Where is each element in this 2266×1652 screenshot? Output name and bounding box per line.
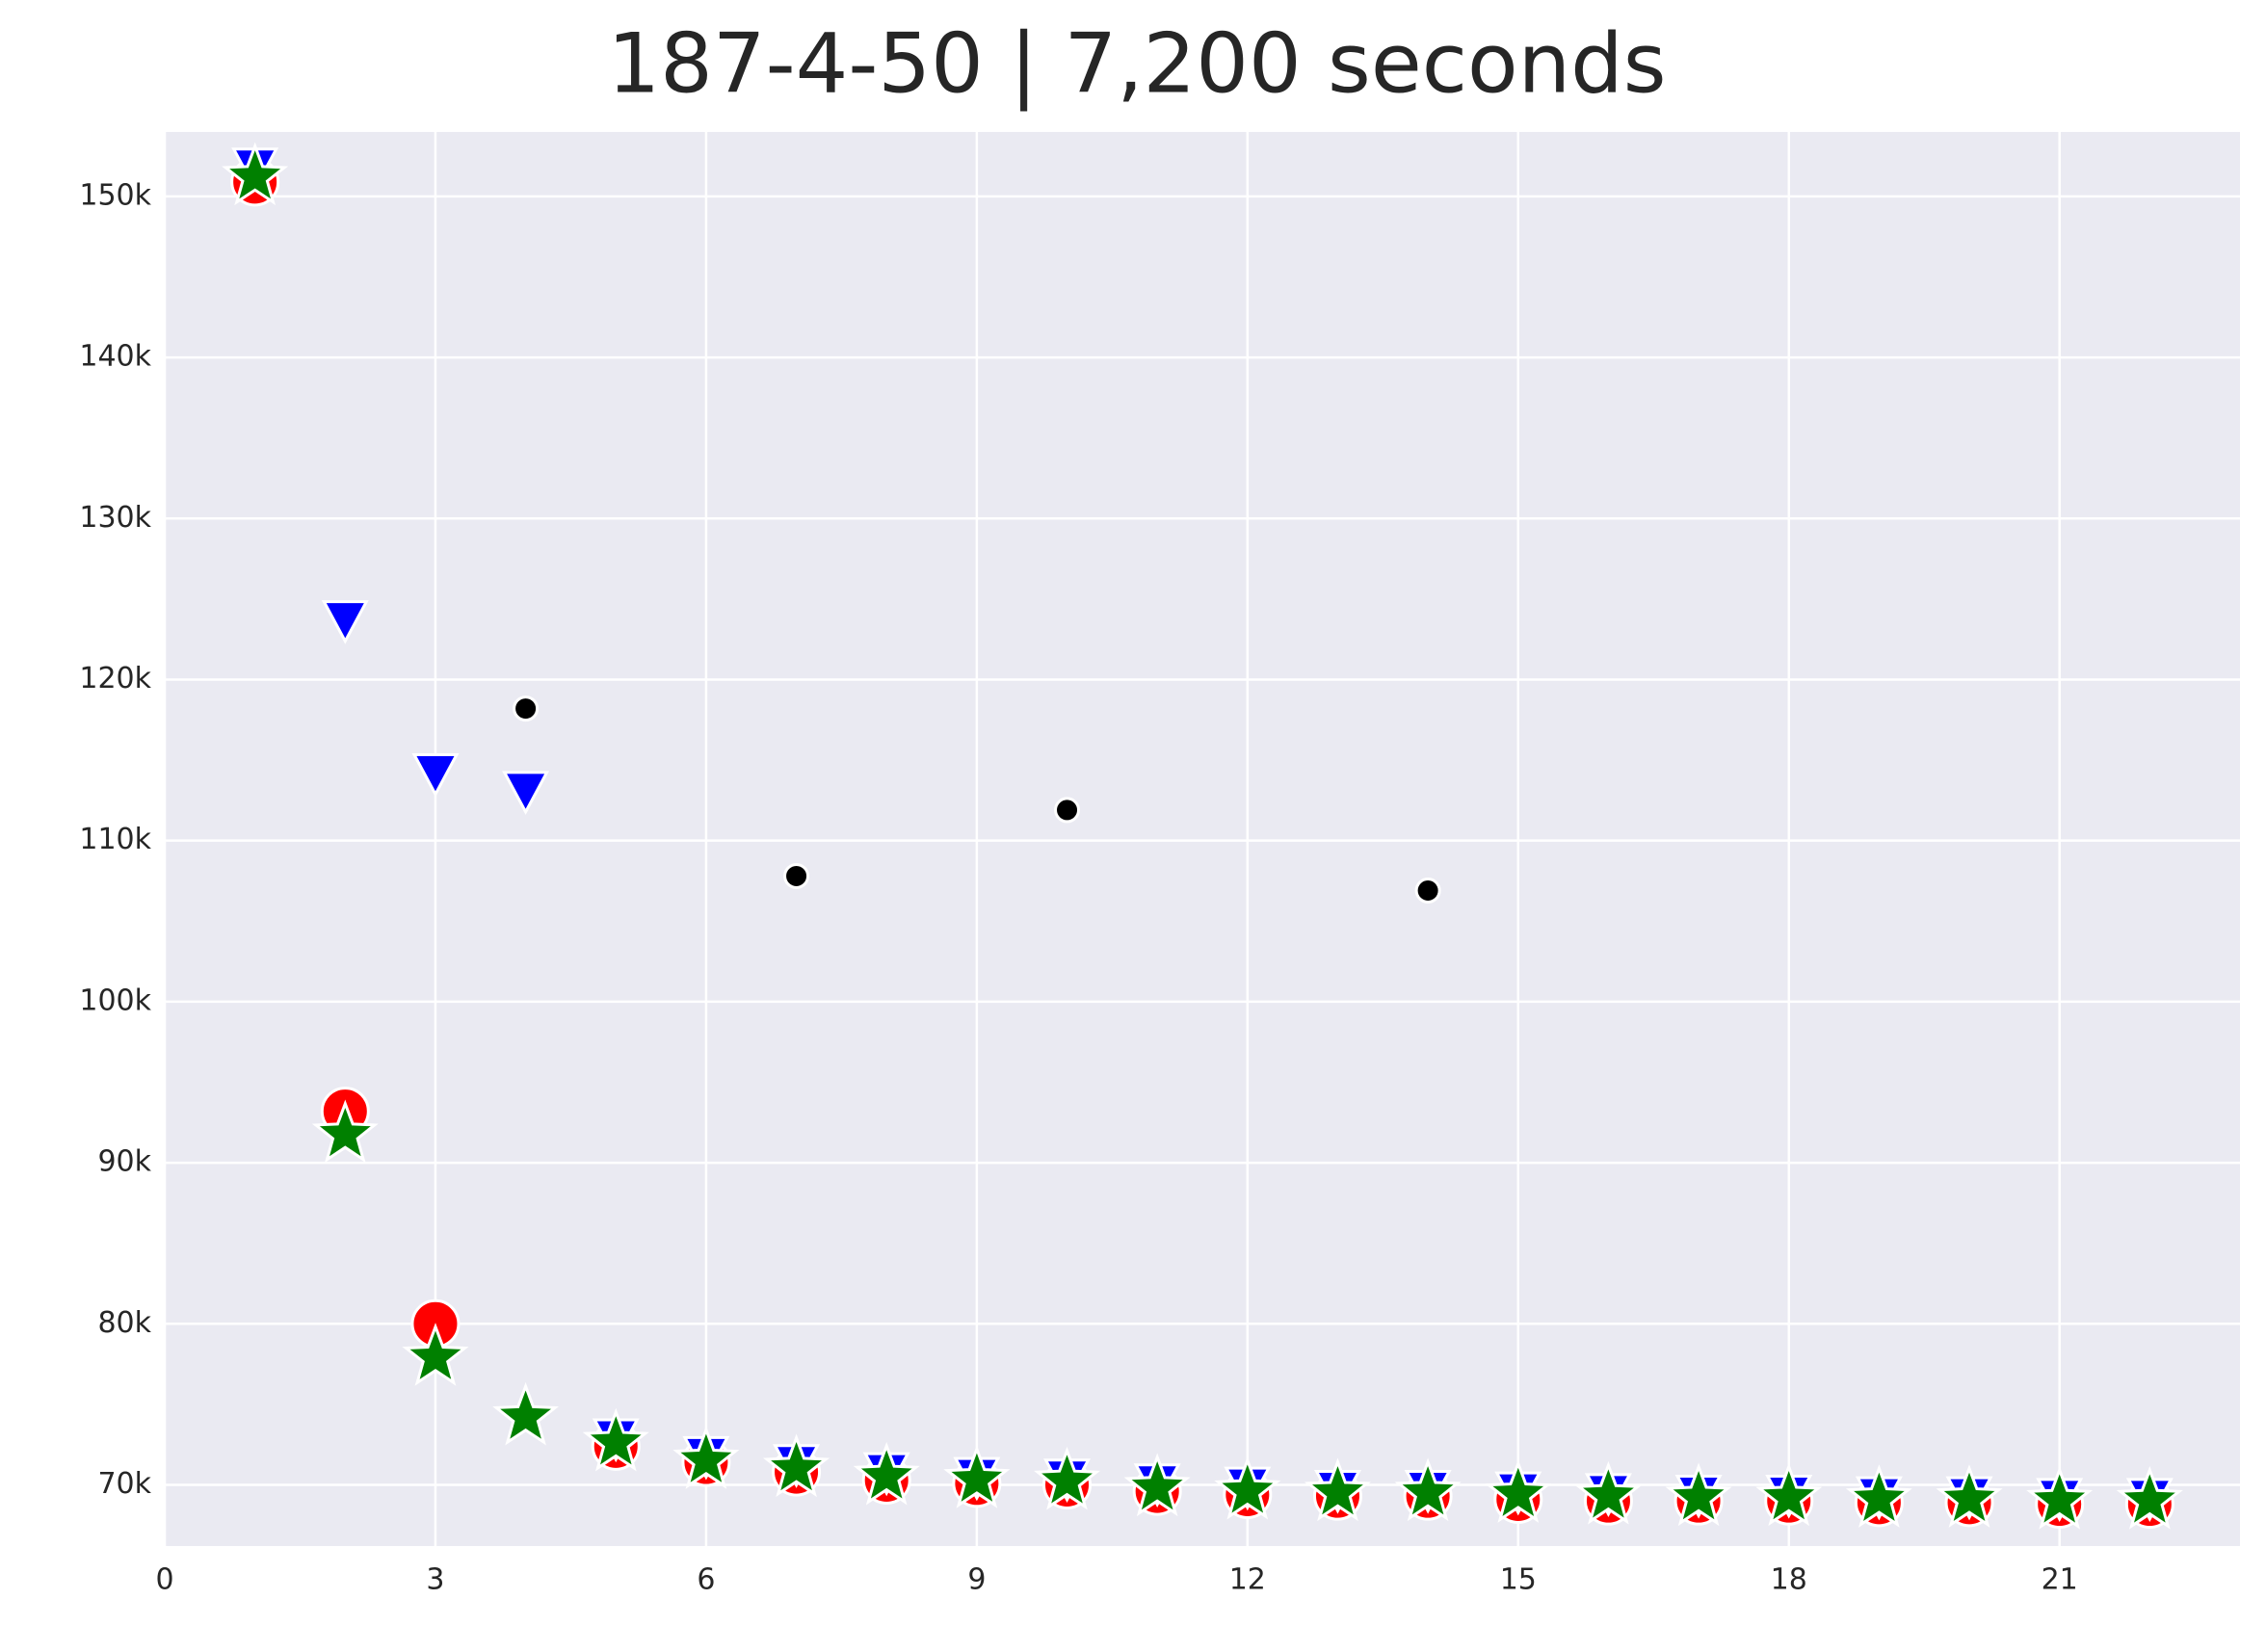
x-tick-label: 6: [697, 1563, 715, 1597]
point: [1054, 797, 1081, 824]
y-tick-label: 140k: [79, 340, 151, 374]
y-tick-label: 80k: [97, 1306, 151, 1340]
point: [1304, 1457, 1371, 1522]
y-tick-label: 130k: [79, 501, 151, 535]
y-tick-label: 150k: [79, 178, 151, 212]
x-tick-label: 3: [426, 1563, 444, 1597]
point: [502, 771, 550, 816]
point: [492, 1381, 560, 1446]
point: [1394, 1457, 1462, 1522]
point: [582, 1407, 649, 1472]
x-tick-label: 9: [967, 1563, 986, 1597]
x-tick-label: 21: [2042, 1563, 2078, 1597]
point: [1123, 1453, 1191, 1517]
plot-area: [165, 132, 2240, 1546]
chart-title: 187-4-50 | 7,200 seconds: [607, 15, 1666, 112]
y-tick-label: 110k: [79, 823, 151, 856]
point: [1936, 1464, 2003, 1528]
point: [222, 142, 289, 206]
point: [1485, 1459, 1552, 1523]
point: [943, 1445, 1011, 1508]
point: [1755, 1462, 1823, 1527]
x-tick-label: 15: [1500, 1563, 1537, 1597]
x-tick-label: 12: [1229, 1563, 1266, 1597]
point: [513, 695, 540, 722]
point: [402, 1323, 469, 1386]
point: [2026, 1465, 2094, 1530]
point: [1665, 1462, 1732, 1527]
point: [783, 862, 810, 889]
point: [411, 752, 460, 798]
x-tick-label: 18: [1771, 1563, 1807, 1597]
y-tick-label: 120k: [79, 662, 151, 695]
x-tick-label: 0: [155, 1563, 173, 1597]
point: [321, 600, 369, 644]
y-tick-label: 100k: [79, 983, 151, 1017]
point: [853, 1441, 920, 1506]
y-tick-label: 70k: [97, 1467, 151, 1501]
point: [672, 1426, 740, 1489]
point: [1414, 878, 1441, 905]
y-tick-label: 90k: [97, 1145, 151, 1179]
point: [1574, 1460, 1642, 1525]
point: [2116, 1465, 2183, 1530]
point: [763, 1433, 830, 1498]
point: [1034, 1446, 1101, 1510]
point: [1214, 1455, 1281, 1520]
point: [1845, 1464, 1912, 1528]
point: [311, 1099, 379, 1164]
